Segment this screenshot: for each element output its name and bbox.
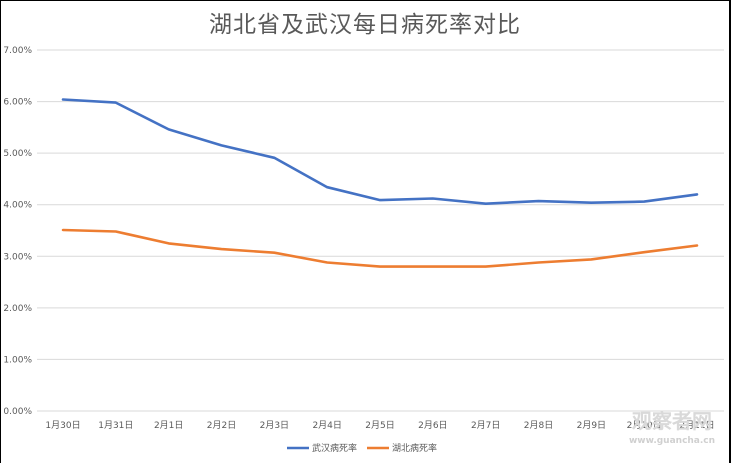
watermark-logo: 观察者网 [632,409,712,433]
y-tick-label: 0.00% [3,407,32,417]
y-tick-label: 4.00% [3,201,32,211]
x-tick-label: 2月11日 [679,420,714,431]
watermark-url: www.guancha.cn [629,436,715,446]
y-tick-label: 7.00% [3,46,32,56]
x-tick-label: 1月30日 [45,420,80,431]
x-tick-label: 2月5日 [365,420,394,431]
y-tick-label: 2.00% [3,304,32,314]
x-tick-label: 2月10日 [627,420,662,431]
y-tick-label: 5.00% [3,149,32,159]
x-tick-label: 2月4日 [312,420,341,431]
x-tick-label: 2月2日 [207,420,236,431]
y-tick-label: 3.00% [3,252,32,262]
legend-label: 湖北病死率 [392,442,437,454]
x-tick-label: 1月31日 [98,420,133,431]
series-line-hubei [61,228,699,268]
x-tick-label: 2月9日 [577,420,606,431]
y-tick-label: 6.00% [3,98,32,108]
legend-label: 武汉病死率 [312,442,357,454]
chart-title: 湖北省及武汉每日病死率对比 [209,12,521,38]
x-tick-label: 2月1日 [154,420,183,431]
x-tick-label: 2月6日 [418,420,447,431]
x-tick-label: 2月7日 [471,420,500,431]
x-tick-label: 2月8日 [524,420,553,431]
series-line-wuhan [61,98,699,205]
y-tick-label: 1.00% [3,355,32,365]
x-tick-label: 2月3日 [260,420,289,431]
